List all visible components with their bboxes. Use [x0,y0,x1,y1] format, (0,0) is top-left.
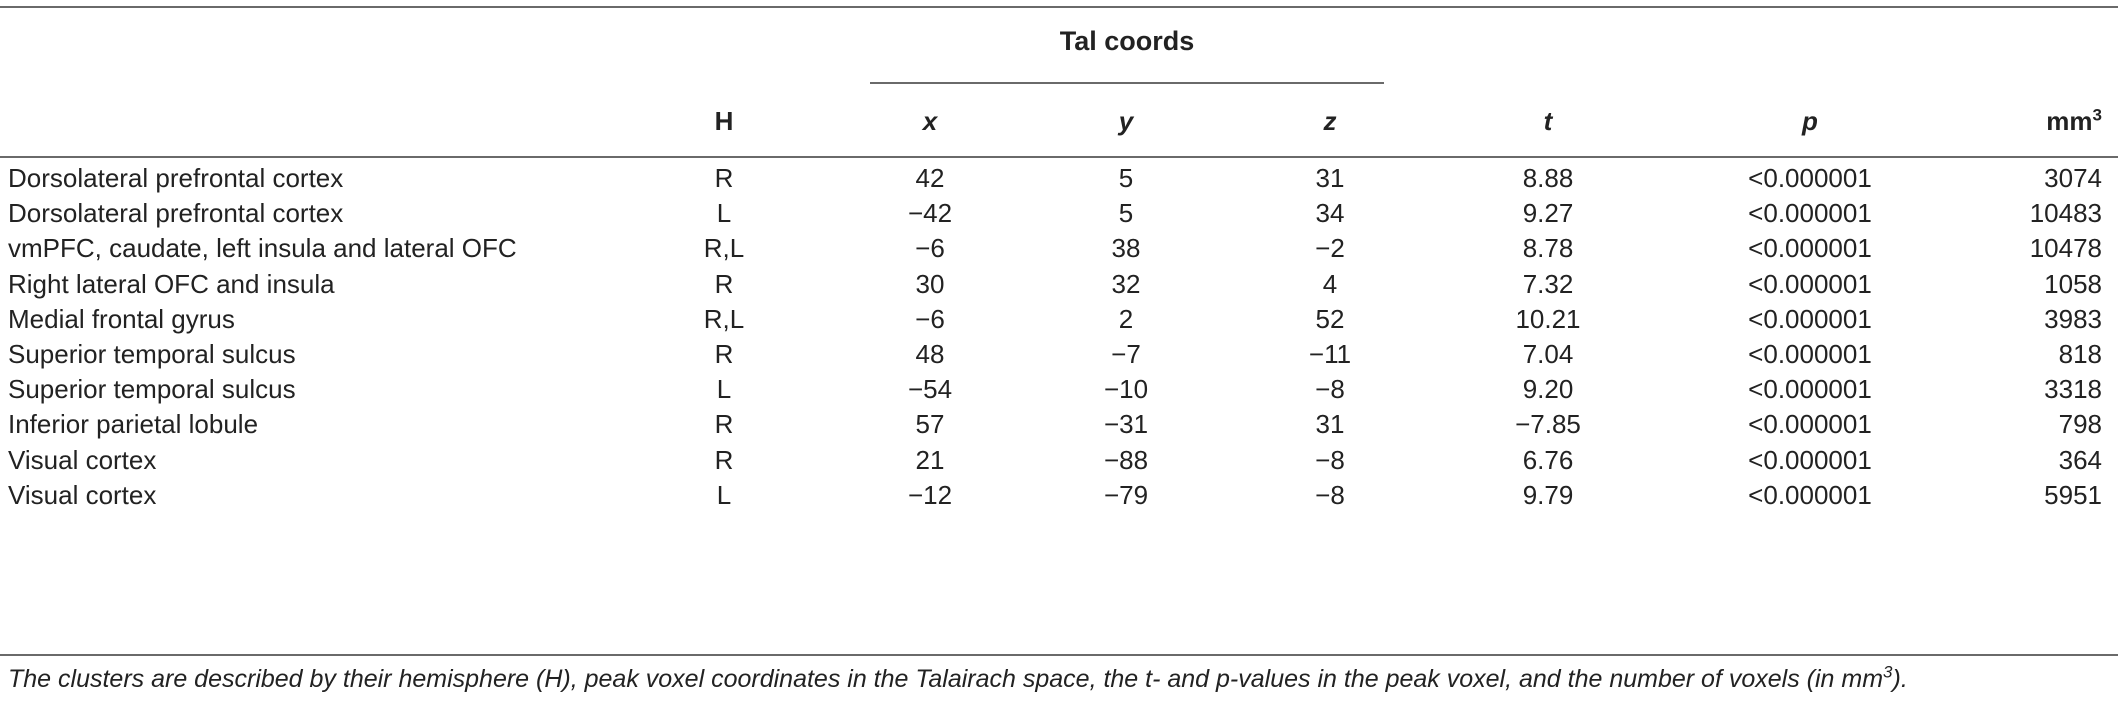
x-cell: −6 [915,304,945,334]
hemisphere-cell: R [714,339,734,369]
region-cell: Visual cortex [8,480,157,510]
col-header-t: t [1543,106,1553,136]
z-cell: 31 [1315,163,1345,193]
tal-coords-header: Tal coords [1059,26,1195,56]
x-cell: 21 [915,445,945,475]
t-cell: 7.04 [1522,339,1574,369]
p-cell: <0.000001 [1748,163,1872,193]
z-cell: 52 [1315,304,1345,334]
region-cell: Visual cortex [8,445,157,475]
p-cell: <0.000001 [1748,198,1872,228]
col-header-y: y [1118,106,1134,136]
x-cell: 48 [915,339,945,369]
p-cell: <0.000001 [1748,304,1872,334]
y-cell: −7 [1111,339,1141,369]
mm3-cell: 798 [2058,409,2102,439]
region-cell: Superior temporal sulcus [8,374,296,404]
hemisphere-cell: L [716,374,732,404]
x-cell: −54 [907,374,953,404]
x-cell: −12 [907,480,953,510]
y-cell: 5 [1118,198,1134,228]
region-cell: Dorsolateral prefrontal cortex [8,198,344,228]
region-cell: Dorsolateral prefrontal cortex [8,163,344,193]
p-cell: <0.000001 [1748,374,1872,404]
mm3-cell: 3318 [2044,374,2102,404]
mm3-cell: 364 [2058,445,2102,475]
hemisphere-cell: R,L [703,304,745,334]
col-header-h: H [714,106,734,136]
t-cell: 9.27 [1522,198,1574,228]
y-cell: −79 [1103,480,1149,510]
z-cell: −8 [1315,374,1345,404]
col-header-mm3: mm3 [2046,105,2102,136]
t-cell: 6.76 [1522,445,1574,475]
t-cell: 8.78 [1522,233,1574,263]
z-cell: 34 [1315,198,1345,228]
region-cell: Right lateral OFC and insula [8,269,335,299]
y-cell: −88 [1103,445,1149,475]
p-cell: <0.000001 [1748,233,1872,263]
col-header-p: p [1802,106,1818,136]
mm3-cell: 3983 [2044,304,2102,334]
p-cell: <0.000001 [1748,339,1872,369]
hemisphere-cell: R [714,269,734,299]
table-caption: The clusters are described by their hemi… [8,662,1908,693]
mm3-cell: 10478 [2029,233,2102,263]
y-cell: 38 [1111,233,1141,263]
y-cell: 32 [1111,269,1141,299]
col-header-x: x [922,106,938,136]
mm3-cell: 5951 [2044,480,2102,510]
z-cell: −8 [1315,445,1345,475]
mm3-cell: 1058 [2044,269,2102,299]
p-cell: <0.000001 [1748,269,1872,299]
y-cell: −31 [1103,409,1149,439]
hemisphere-cell: L [716,480,732,510]
y-cell: 5 [1118,163,1134,193]
x-cell: 42 [915,163,945,193]
p-cell: <0.000001 [1748,480,1872,510]
z-cell: 31 [1315,409,1345,439]
p-cell: <0.000001 [1748,409,1872,439]
x-cell: 57 [915,409,945,439]
table-bottom-rule [0,654,2118,656]
z-cell: −11 [1308,339,1352,369]
x-cell: −42 [907,198,953,228]
hemisphere-cell: L [716,198,732,228]
region-cell: Inferior parietal lobule [8,409,259,439]
x-cell: −6 [915,233,945,263]
tal-coords-rule [870,82,1384,84]
hemisphere-cell: R [714,409,734,439]
z-cell: −2 [1315,233,1345,263]
col-header-z: z [1323,106,1337,136]
hemisphere-cell: R [714,163,734,193]
mm3-cell: 818 [2058,339,2102,369]
x-cell: 30 [915,269,945,299]
hemisphere-cell: R [714,445,734,475]
p-cell: <0.000001 [1748,445,1872,475]
t-cell: 9.79 [1522,480,1574,510]
region-cell: vmPFC, caudate, left insula and lateral … [8,233,517,263]
y-cell: −10 [1103,374,1149,404]
hemisphere-cell: R,L [703,233,745,263]
mm3-cell: 3074 [2044,163,2102,193]
table-top-rule [0,6,2118,8]
t-cell: −7.85 [1515,409,1581,439]
header-rule [0,156,2118,158]
t-cell: 9.20 [1522,374,1574,404]
z-cell: 4 [1322,269,1338,299]
region-cell: Superior temporal sulcus [8,339,296,369]
t-cell: 10.21 [1515,304,1581,334]
t-cell: 7.32 [1522,269,1574,299]
y-cell: 2 [1118,304,1134,334]
t-cell: 8.88 [1522,163,1574,193]
region-cell: Medial frontal gyrus [8,304,235,334]
z-cell: −8 [1315,480,1345,510]
mm3-cell: 10483 [2029,198,2102,228]
